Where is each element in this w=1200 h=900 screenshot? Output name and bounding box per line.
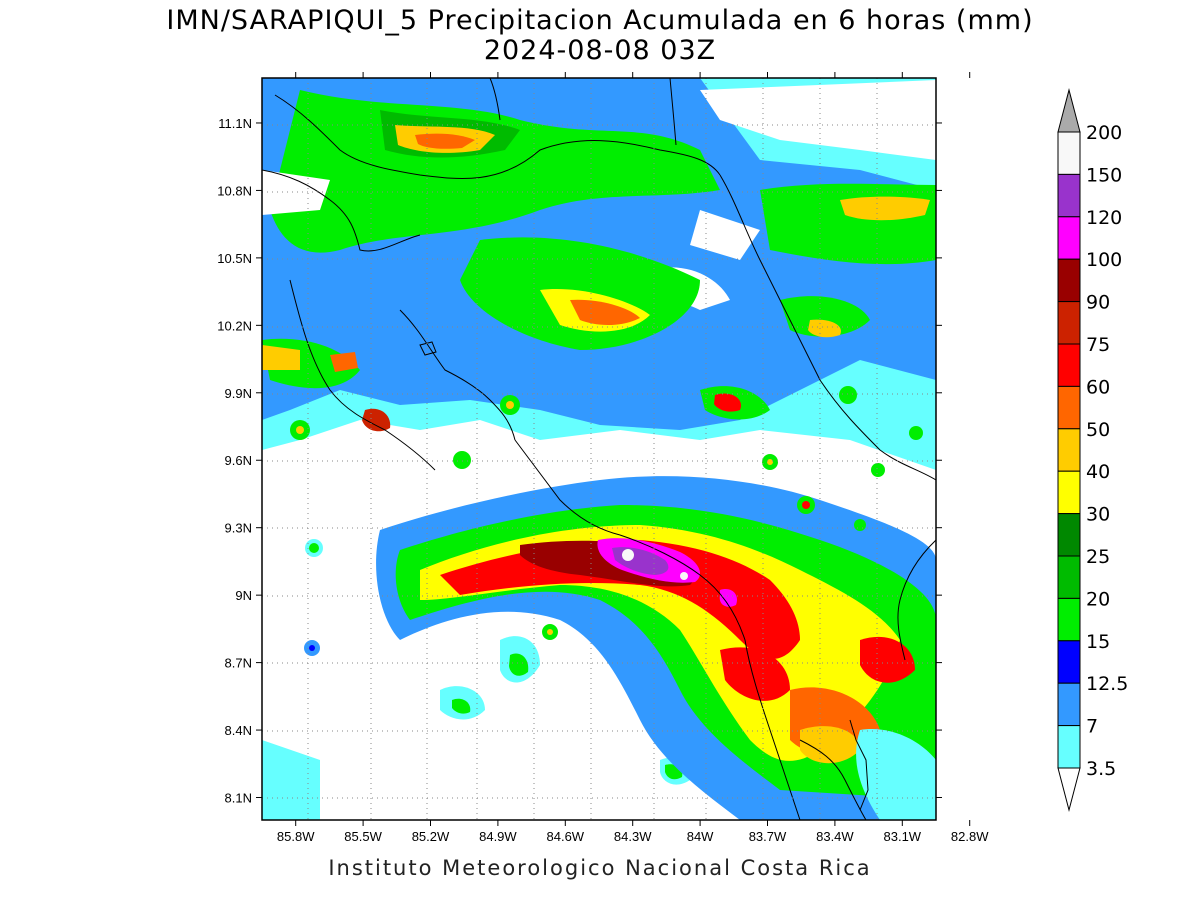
legend-color-box <box>1057 343 1081 387</box>
legend-label: 200 <box>1086 122 1122 144</box>
lat-tick-label: 9.3N <box>225 521 252 536</box>
lat-tick-label: 8.4N <box>225 723 252 738</box>
legend-over-triangle <box>1057 88 1081 133</box>
legend-label: 90 <box>1086 292 1110 314</box>
legend-color-box <box>1057 682 1081 727</box>
lon-tick-label: 83.7W <box>749 829 787 844</box>
graticule <box>262 78 936 820</box>
legend-label: 12.5 <box>1086 673 1128 695</box>
longitude-axis: 85.8W 85.5W 85.2W 84.9W 84.6W 84.3W 84W 83.7W 83… <box>277 72 989 844</box>
legend-color-box <box>1057 555 1081 599</box>
lat-tick-label: 9.9N <box>225 386 252 401</box>
lat-tick-label: 10.8N <box>217 183 252 198</box>
rain-band-central <box>376 476 936 820</box>
legend-label: 20 <box>1086 588 1110 610</box>
legend-under-triangle <box>1057 767 1081 812</box>
lon-tick-label: 84.9W <box>479 829 517 844</box>
lat-tick-label: 9N <box>235 588 252 603</box>
lon-tick-label: 84.6W <box>547 829 585 844</box>
latitude-axis: 11.1N 10.8N 10.5N 10.2N 9.9N 9.6N 9.3N 9N 8.7N 8.… <box>217 116 942 806</box>
credit-line: Instituto Meteorologico Nacional Costa R… <box>328 856 872 880</box>
legend-label: 7 <box>1086 716 1098 738</box>
legend-label: 30 <box>1086 504 1110 526</box>
lat-tick-label: 8.1N <box>225 791 252 806</box>
lat-tick-label: 10.5N <box>217 251 252 266</box>
legend-label: 15 <box>1086 631 1110 653</box>
lon-tick-label: 85.5W <box>344 829 382 844</box>
legend-label: 120 <box>1086 207 1122 229</box>
legend-color-box <box>1057 513 1081 557</box>
lon-tick-label: 83.1W <box>884 829 922 844</box>
legend-color-box <box>1057 258 1081 303</box>
map-datetime: 2024-08-08 03Z <box>483 35 717 66</box>
legend-label: 40 <box>1086 461 1110 483</box>
legend-label: 50 <box>1086 419 1110 441</box>
legend-label: 25 <box>1086 546 1110 568</box>
legend-color-box <box>1057 216 1081 260</box>
legend-color-box <box>1057 470 1081 515</box>
lat-tick-label: 9.6N <box>225 453 252 468</box>
scattered-cells <box>290 386 923 656</box>
lon-tick-label: 85.8W <box>277 829 315 844</box>
legend-label: 60 <box>1086 376 1110 398</box>
legend-label: 75 <box>1086 334 1110 356</box>
legend-color-box <box>1057 173 1081 218</box>
legend-color-box <box>1057 385 1081 430</box>
legend-color-box <box>1057 725 1081 769</box>
rain-band-north <box>262 78 936 470</box>
lat-tick-label: 11.1N <box>218 116 252 131</box>
legend-color-box <box>1057 640 1081 684</box>
legend-label: 100 <box>1086 249 1122 271</box>
lat-tick-label: 10.2N <box>217 318 252 333</box>
legend-label: 3.5 <box>1086 758 1116 780</box>
legend-label: 150 <box>1086 164 1122 186</box>
coastlines-borders <box>262 78 936 820</box>
plot-frame <box>261 77 937 821</box>
lon-tick-label: 84.3W <box>614 829 652 844</box>
legend-color-box <box>1057 597 1081 642</box>
lon-tick-label: 85.2W <box>412 829 450 844</box>
color-legend: 200 150 120 100 90 75 60 50 40 30 25 20 15 12.5 7 3.5 <box>1057 88 1128 812</box>
precipitation-field <box>262 78 936 820</box>
legend-color-box <box>1057 428 1081 472</box>
legend-color-box <box>1057 301 1081 345</box>
legend-color-box <box>1057 131 1081 175</box>
lon-tick-label: 82.8W <box>951 829 989 844</box>
lon-tick-label: 84W <box>687 829 714 844</box>
lat-tick-label: 8.7N <box>225 656 252 671</box>
lon-tick-label: 83.4W <box>816 829 854 844</box>
map-title: IMN/SARAPIQUI_5 Precipitacion Acumulada … <box>166 5 1034 36</box>
